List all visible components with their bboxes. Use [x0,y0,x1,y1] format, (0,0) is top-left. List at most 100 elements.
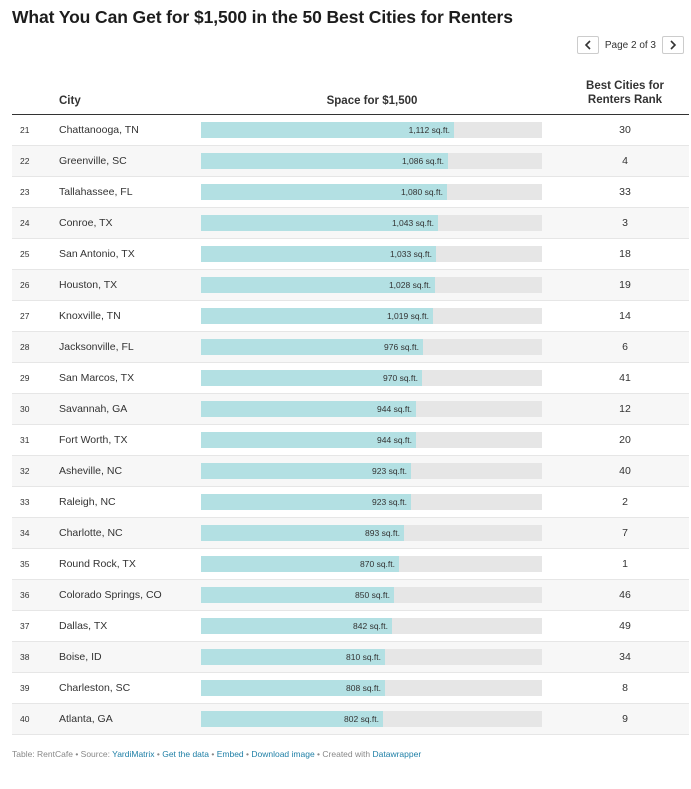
source-link[interactable]: YardiMatrix [112,749,155,759]
space-value-label: 944 sq.ft. [377,435,412,445]
row-number: 35 [20,559,30,569]
row-number: 40 [20,714,30,724]
table-row: 21 Chattanooga, TN 1,112 sq.ft. 30 [12,115,689,146]
row-number: 29 [20,373,30,383]
city-name: Asheville, NC [59,465,123,477]
renters-rank: 20 [619,434,631,446]
row-number: 36 [20,590,30,600]
bar-track: 1,019 sq.ft. [201,308,542,324]
row-number: 37 [20,621,30,631]
space-bar [201,463,411,479]
embed-link[interactable]: Embed [216,749,244,759]
space-value-label: 1,028 sq.ft. [388,280,431,290]
row-number: 25 [20,249,30,259]
row-number: 31 [20,435,30,445]
space-value-label: 1,019 sq.ft. [386,311,429,321]
space-bar [201,215,438,231]
city-name: Greenville, SC [59,155,127,167]
footer-separator: • [154,749,163,759]
renters-rank: 6 [622,341,628,353]
column-header-rank-line2: Renters Rank [587,94,663,106]
table-row: 25 San Antonio, TX 1,033 sq.ft. 18 [12,239,689,270]
space-bar [201,184,447,200]
table-row: 26 Houston, TX 1,028 sq.ft. 19 [12,270,689,301]
space-value-label: 923 sq.ft. [372,497,407,507]
city-name: Dallas, TX [59,620,108,632]
renters-rank: 3 [622,217,628,229]
city-name: Round Rock, TX [59,558,136,570]
table-row: 37 Dallas, TX 842 sq.ft. 49 [12,611,689,642]
chevron-left-icon [584,40,591,50]
space-bar [201,153,448,169]
next-page-button[interactable] [662,36,684,54]
space-bar [201,618,392,634]
table-row: 24 Conroe, TX 1,043 sq.ft. 3 [12,208,689,239]
space-value-label: 1,033 sq.ft. [389,249,432,259]
bar-track: 1,043 sq.ft. [201,215,542,231]
space-value-label: 923 sq.ft. [372,466,407,476]
pagination: Page 2 of 3 [576,35,684,55]
renters-rank: 14 [619,310,631,322]
get-data-link[interactable]: Get the data [162,749,210,759]
space-value-label: 1,086 sq.ft. [401,156,444,166]
bar-track: 944 sq.ft. [201,432,542,448]
city-name: Chattanooga, TN [59,124,139,136]
renters-rank: 9 [622,713,628,725]
row-number: 39 [20,683,30,693]
table-row: 28 Jacksonville, FL 976 sq.ft. 6 [12,332,689,363]
chevron-right-icon [670,40,677,50]
row-number: 26 [20,280,30,290]
table-header: City Space for $1,500 Best Cities for Re… [12,70,689,115]
row-number: 21 [20,125,30,135]
space-bar [201,432,416,448]
space-value-label: 1,080 sq.ft. [400,187,443,197]
table-row: 36 Colorado Springs, CO 850 sq.ft. 46 [12,580,689,611]
renters-rank: 49 [619,620,631,632]
datawrapper-link[interactable]: Datawrapper [372,749,422,759]
space-bar [201,308,433,324]
bar-track: 802 sq.ft. [201,711,542,727]
city-name: Colorado Springs, CO [59,589,162,601]
bar-track: 1,033 sq.ft. [201,246,542,262]
bar-track: 923 sq.ft. [201,494,542,510]
renters-rank: 30 [619,124,631,136]
row-number: 23 [20,187,30,197]
space-bar [201,711,383,727]
table-row: 30 Savannah, GA 944 sq.ft. 12 [12,394,689,425]
space-bar [201,649,385,665]
column-header-rank[interactable]: Best Cities for Renters Rank [572,79,678,107]
space-bar [201,525,404,541]
city-name: Conroe, TX [59,217,113,229]
renters-rank: 7 [622,527,628,539]
table-body: 21 Chattanooga, TN 1,112 sq.ft. 30 22 Greenvi… [12,115,689,735]
city-name: San Antonio, TX [59,248,135,260]
column-header-city[interactable]: City [59,95,81,107]
row-number: 28 [20,342,30,352]
column-header-space[interactable]: Space for $1,500 [326,95,418,107]
table-row: 34 Charlotte, NC 893 sq.ft. 7 [12,518,689,549]
table-row: 39 Charleston, SC 808 sq.ft. 8 [12,673,689,704]
bar-track: 1,086 sq.ft. [201,153,542,169]
space-bar [201,556,399,572]
renters-rank: 34 [619,651,631,663]
bar-track: 893 sq.ft. [201,525,542,541]
table-row: 33 Raleigh, NC 923 sq.ft. 2 [12,487,689,518]
download-image-link[interactable]: Download image [251,749,315,759]
table-row: 23 Tallahassee, FL 1,080 sq.ft. 33 [12,177,689,208]
renters-rank: 2 [622,496,628,508]
footer-prefix: Table: RentCafe • Source: [12,749,113,759]
space-value-label: 870 sq.ft. [360,559,395,569]
row-number: 32 [20,466,30,476]
space-value-label: 802 sq.ft. [344,714,379,724]
renters-rank: 1 [622,558,628,570]
prev-page-button[interactable] [576,36,599,54]
column-header-rank-line1: Best Cities for [586,80,664,92]
city-name: Atlanta, GA [59,713,113,725]
row-number: 27 [20,311,30,321]
bar-track: 944 sq.ft. [201,401,542,417]
space-bar [201,277,435,293]
table-row: 22 Greenville, SC 1,086 sq.ft. 4 [12,146,689,177]
footer: Table: RentCafe • Source: YardiMatrix • … [12,749,421,759]
table-row: 32 Asheville, NC 923 sq.ft. 40 [12,456,689,487]
renters-rank: 4 [622,155,628,167]
